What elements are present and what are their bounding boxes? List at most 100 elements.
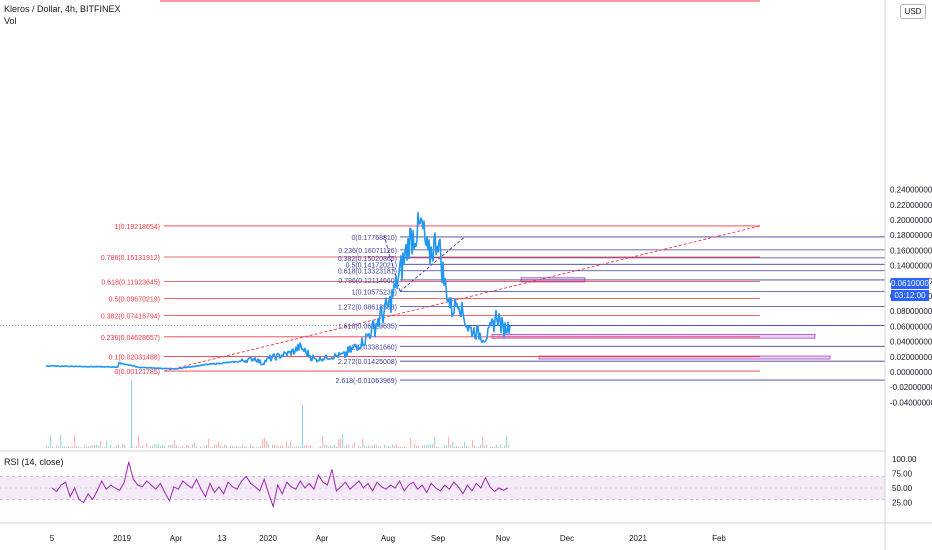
volume-bar — [458, 446, 460, 448]
volume-bar — [490, 446, 492, 448]
volume-bar — [278, 446, 280, 448]
volume-bar — [326, 444, 328, 448]
volume-bar — [444, 444, 446, 448]
volume-bar — [364, 445, 366, 448]
volume-bar — [446, 445, 448, 448]
volume-bar — [290, 440, 292, 448]
volume-bar — [462, 446, 464, 448]
volume-bar — [372, 445, 374, 448]
volume-bar — [184, 447, 186, 448]
volume-bar — [266, 440, 268, 448]
volume-bar — [296, 446, 298, 448]
volume-bar — [392, 444, 394, 448]
volume-bar — [492, 446, 494, 448]
volume-bar — [86, 446, 88, 448]
volume-bar — [310, 445, 312, 448]
volume-bar — [64, 446, 66, 448]
volume-bar — [484, 445, 486, 448]
volume-bar — [234, 446, 236, 448]
volume-bar — [136, 446, 138, 448]
volume-bar — [88, 446, 90, 448]
volume-bar — [244, 446, 246, 448]
fib-level-label: 0.786(0.15131912) — [101, 255, 160, 262]
volume-bar — [264, 437, 266, 448]
volume-bar — [474, 445, 476, 448]
volume-spike — [131, 380, 132, 448]
volume-bar — [426, 445, 428, 448]
volume-bar — [396, 444, 398, 448]
volume-bar — [360, 446, 362, 448]
volume-bar — [124, 444, 126, 448]
volume-bar — [428, 444, 430, 448]
fib-extension-label: 0.786(0.12114660) — [338, 278, 397, 285]
volume-bar — [228, 447, 230, 448]
volume-bar — [150, 446, 152, 448]
volume-bar — [80, 447, 82, 448]
volume-bar — [320, 446, 322, 448]
volume-bar — [46, 445, 48, 448]
fib-level-label: 0.5(0.09670219) — [109, 297, 160, 304]
volume-bar — [448, 436, 450, 448]
volume-bar — [442, 447, 444, 448]
volume-bar — [94, 444, 96, 448]
volume-bar — [424, 445, 426, 448]
volume-bar — [242, 444, 244, 448]
volume-bar — [256, 447, 258, 448]
volume-bar — [250, 444, 252, 448]
volume-bar — [466, 446, 468, 448]
y-tick-label: 0.24000000 — [890, 186, 932, 195]
volume-bar — [158, 444, 160, 448]
volume-bar — [294, 446, 296, 448]
volume-bar — [162, 444, 164, 448]
rsi-tick-label: 75.00 — [892, 470, 913, 479]
volume-bar — [70, 446, 72, 448]
current-price-tag: 0.06100000 — [891, 278, 932, 289]
volume-bar — [354, 442, 356, 448]
volume-bar — [152, 445, 154, 448]
volume-bar — [120, 447, 122, 448]
volume-bar — [222, 446, 224, 448]
volume-bar — [292, 447, 294, 448]
volume-bar — [258, 447, 260, 448]
volume-bar — [58, 446, 60, 448]
volume-bar — [342, 434, 344, 448]
volume-bar — [260, 446, 262, 448]
currency-button[interactable]: USD — [900, 4, 926, 19]
volume-bar — [220, 445, 222, 448]
price-zone — [538, 355, 831, 360]
x-tick-label: 2021 — [629, 534, 647, 543]
volume-bar — [180, 446, 182, 448]
volume-bar — [286, 441, 288, 448]
price-panel: 1(0.19218654) 0.786(0.15131912) 0.618(0.11… — [0, 0, 885, 448]
volume-bar — [160, 446, 162, 448]
x-tick-label: Nov — [496, 534, 510, 543]
volume-bar — [182, 445, 184, 448]
y-tick-label: -0.04000000 — [890, 398, 932, 407]
volume-bar — [164, 445, 166, 448]
y-tick-label: 0.20000000 — [890, 216, 932, 225]
volume-bar — [210, 447, 212, 448]
x-tick-label: Feb — [712, 534, 726, 543]
volume-bar — [110, 444, 112, 448]
volume-bar — [336, 446, 338, 448]
countdown-tag: 03:12:00 — [891, 290, 929, 301]
symbol-title[interactable]: Kleros / Dollar, 4h, BITFINEX — [4, 4, 121, 14]
volume-bar — [274, 444, 276, 448]
x-tick-label: Aug — [381, 534, 395, 543]
x-tick-label: 2020 — [259, 534, 277, 543]
volume-bar — [74, 434, 76, 448]
volume-bar — [380, 446, 382, 448]
volume-bar — [400, 446, 402, 448]
volume-bar — [272, 444, 274, 448]
volume-bar — [352, 445, 354, 448]
y-tick-label: 0.06000000 — [890, 322, 932, 331]
volume-bar — [280, 445, 282, 448]
fib-level-label: 1(0.19218654) — [114, 224, 160, 231]
volume-bar — [476, 447, 478, 448]
volume-bar — [508, 444, 510, 448]
volume-bar — [174, 440, 176, 448]
volume-bar — [224, 444, 226, 448]
volume-bar — [338, 439, 340, 448]
y-tick-label: 0.18000000 — [890, 231, 932, 240]
